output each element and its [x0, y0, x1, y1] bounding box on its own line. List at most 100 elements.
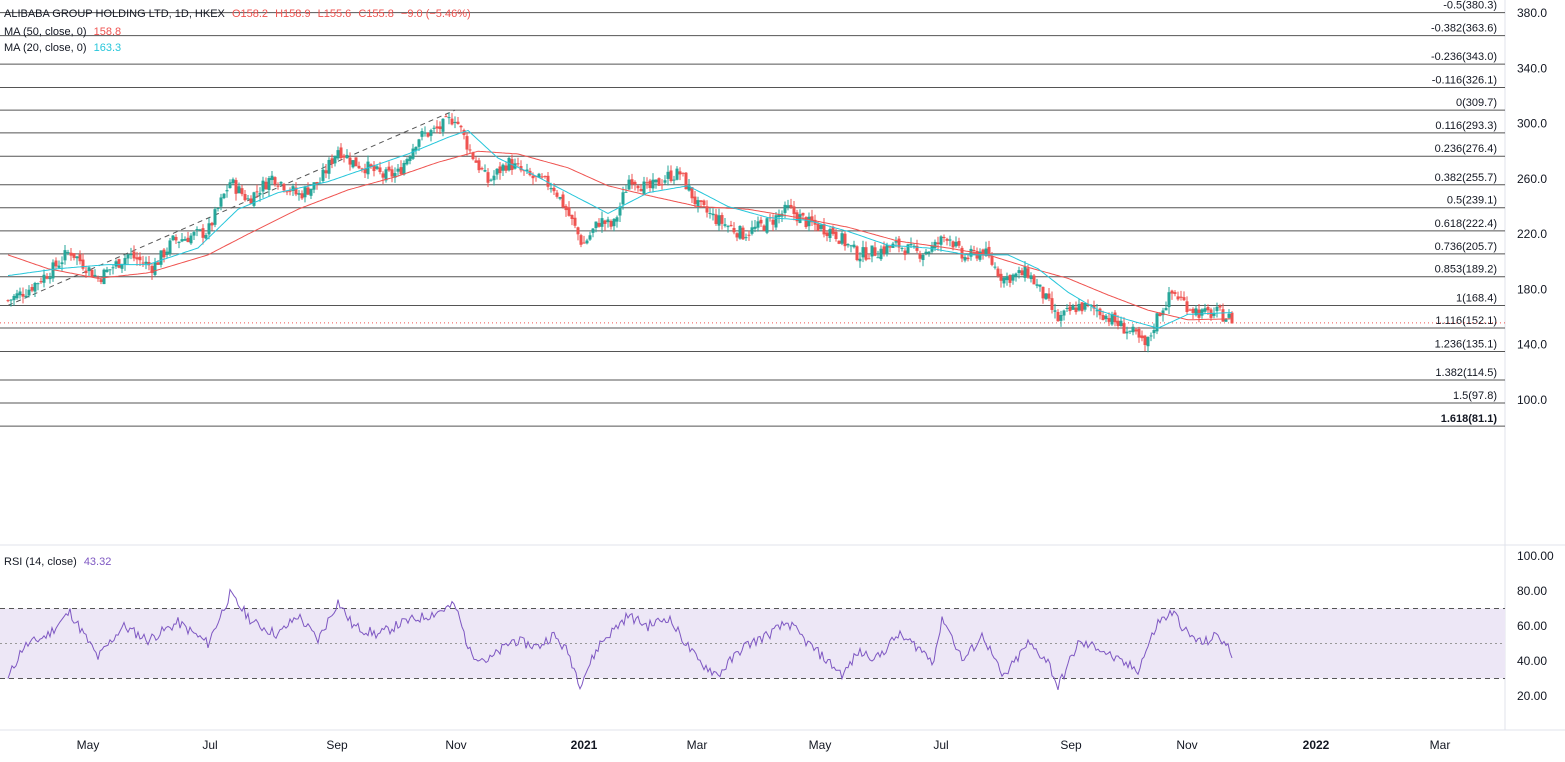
fib-level-label: 1.236(135.1)	[1435, 338, 1497, 350]
candle-body	[1149, 335, 1153, 337]
rsi-legend[interactable]: RSI (14, close) 43.32	[4, 555, 111, 569]
candle-body	[681, 172, 685, 174]
candle-body	[201, 228, 205, 238]
ma20-legend[interactable]: MA (20, close, 0) 163.3	[4, 41, 121, 55]
candle-body	[249, 198, 253, 204]
candle-body	[711, 213, 715, 216]
trend-line[interactable]	[7, 109, 456, 306]
candle-body	[18, 291, 22, 296]
symbol-title[interactable]: ALIBABA GROUP HOLDING LTD, 1D, HKEX	[4, 8, 225, 20]
candle-body	[468, 149, 472, 151]
candle-body	[885, 245, 889, 255]
candle-body	[180, 239, 184, 242]
price-axis-tick: 340.0	[1517, 61, 1547, 75]
candle-body	[261, 180, 265, 192]
candle-body	[756, 221, 760, 228]
rsi-value: 43.32	[83, 556, 112, 568]
candle-body	[246, 198, 250, 200]
candle-body	[378, 167, 382, 173]
candle-body	[1041, 286, 1045, 299]
candle-body	[297, 193, 301, 195]
candle-body	[1101, 315, 1105, 321]
candle-body	[897, 238, 901, 248]
candle-body	[303, 187, 307, 198]
candle-body	[630, 179, 634, 185]
candle-body	[1191, 308, 1195, 313]
time-axis-tick: Nov	[1176, 738, 1197, 752]
fib-level-label: 0.5(239.1)	[1447, 195, 1497, 207]
candle-body	[960, 247, 964, 259]
candle-body	[744, 237, 748, 239]
candle-body	[1185, 301, 1189, 312]
candle-body	[474, 160, 478, 163]
candle-body	[339, 147, 343, 159]
candle-body	[288, 190, 292, 192]
candle-body	[516, 163, 520, 165]
candle-body	[348, 157, 352, 165]
candle-body	[750, 227, 754, 234]
candle-body	[375, 166, 379, 169]
candle-body	[144, 261, 148, 264]
candle-body	[126, 254, 130, 259]
candle-body	[90, 269, 94, 278]
candle-body	[504, 165, 508, 171]
candle-body	[429, 130, 433, 136]
candle-body	[1017, 270, 1021, 274]
candle-body	[726, 226, 730, 228]
candle-body	[552, 187, 556, 192]
candle-body	[660, 184, 664, 186]
ma20-line[interactable]	[7, 129, 1232, 329]
candle-body	[579, 235, 583, 245]
candle-body	[1059, 315, 1063, 321]
candle-body	[831, 226, 835, 234]
candle-body	[243, 193, 247, 201]
time-axis-tick: Jul	[202, 738, 217, 752]
candle-body	[471, 152, 475, 160]
candle-body	[9, 299, 13, 301]
candle-body	[951, 241, 955, 248]
fib-level-label: 1(168.4)	[1456, 292, 1497, 304]
candle-body	[453, 121, 457, 123]
candle-body	[735, 233, 739, 238]
candle-body	[327, 159, 331, 174]
candle-body	[663, 180, 667, 183]
ma50-legend[interactable]: MA (50, close, 0) 158.8	[4, 25, 121, 39]
candle-body	[45, 276, 49, 279]
rsi-line[interactable]	[7, 588, 1233, 691]
symbol-legend: ALIBABA GROUP HOLDING LTD, 1D, HKEX O158…	[4, 7, 471, 21]
candle-body	[537, 173, 541, 178]
candle-body	[489, 179, 493, 181]
candle-body	[174, 236, 178, 241]
candle-body	[825, 232, 829, 236]
candle-body	[993, 266, 997, 268]
candle-body	[156, 262, 160, 265]
candle-body	[540, 176, 544, 178]
candle-body	[1134, 329, 1138, 332]
candle-body	[924, 251, 928, 254]
candle-body	[699, 200, 703, 202]
candle-body	[636, 185, 640, 189]
ma50-line[interactable]	[7, 150, 1232, 321]
price-axis-tick: 260.0	[1517, 172, 1547, 186]
candle-body	[480, 168, 484, 170]
candle-body	[252, 192, 256, 206]
candle-body	[1074, 307, 1078, 313]
candle-body	[582, 242, 586, 244]
candle-body	[399, 167, 403, 175]
candle-body	[1023, 266, 1027, 278]
candle-body	[1044, 293, 1048, 300]
candle-body	[585, 240, 589, 244]
time-axis-tick: May	[809, 738, 832, 752]
candle-body	[738, 225, 742, 239]
fib-level-label: 1.618(81.1)	[1441, 413, 1498, 425]
candle-body	[258, 192, 262, 195]
candle-body	[693, 196, 697, 205]
time-axis-tick: Mar	[1430, 738, 1451, 752]
candle-body	[864, 247, 868, 260]
candle-body	[33, 282, 37, 292]
candle-body	[228, 182, 232, 189]
candle-body	[234, 180, 238, 194]
ma50-label: MA (50, close, 0)	[4, 26, 87, 38]
candle-body	[111, 267, 115, 269]
